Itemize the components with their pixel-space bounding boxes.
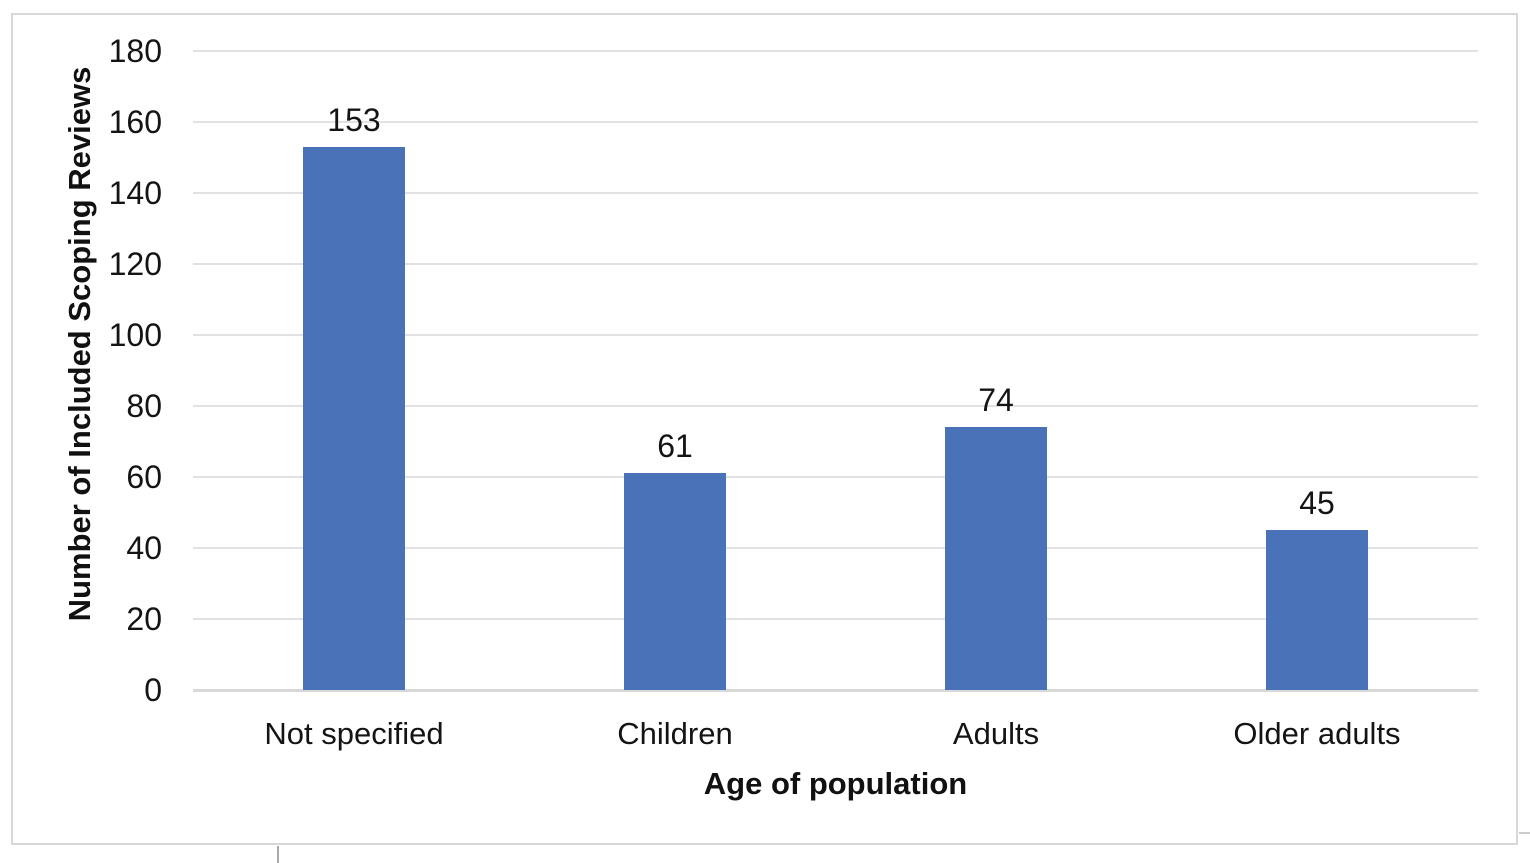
y-axis-tick-label: 80 xyxy=(126,388,162,424)
y-axis-tick-label: 160 xyxy=(108,104,162,140)
bar-adults xyxy=(945,427,1047,690)
y-axis-tick-label: 40 xyxy=(126,530,162,566)
gridline xyxy=(193,50,1478,52)
bar-value-label: 74 xyxy=(978,382,1014,418)
gridline xyxy=(193,547,1478,549)
y-axis-tick-label: 0 xyxy=(144,672,162,708)
gridline xyxy=(193,192,1478,194)
x-axis-tick-label: Not specified xyxy=(264,716,444,751)
y-axis-tick-label: 120 xyxy=(108,246,162,282)
bar-older-adults xyxy=(1266,530,1368,690)
y-axis-tick-label: 180 xyxy=(108,33,162,69)
gridline xyxy=(193,476,1478,478)
gridline xyxy=(193,121,1478,123)
x-axis-title: Age of population xyxy=(703,766,968,801)
x-axis-line xyxy=(193,689,1478,692)
bar-value-label: 153 xyxy=(327,102,381,138)
bar-children xyxy=(624,473,726,690)
gridline xyxy=(193,334,1478,336)
sheet-column-gridline xyxy=(277,846,279,863)
x-axis-tick-label: Older adults xyxy=(1233,716,1401,751)
gridline xyxy=(193,405,1478,407)
bar-value-label: 61 xyxy=(657,428,693,464)
y-axis-tick-label: 100 xyxy=(108,317,162,353)
gridline xyxy=(193,263,1478,265)
bar-not-specified xyxy=(303,147,405,690)
gridline xyxy=(193,618,1478,620)
y-axis-tick-label: 20 xyxy=(126,601,162,637)
chart-card[interactable] xyxy=(11,13,1518,845)
y-axis-tick-label: 140 xyxy=(108,175,162,211)
x-axis-tick-label: Adults xyxy=(952,716,1040,751)
x-axis-tick-label: Children xyxy=(617,716,733,751)
y-axis-tick-label: 60 xyxy=(126,459,162,495)
sheet-row-gridline xyxy=(1519,832,1530,834)
bar-value-label: 45 xyxy=(1299,485,1335,521)
y-axis-title-text: Number of Included Scoping Reviews xyxy=(62,66,97,622)
